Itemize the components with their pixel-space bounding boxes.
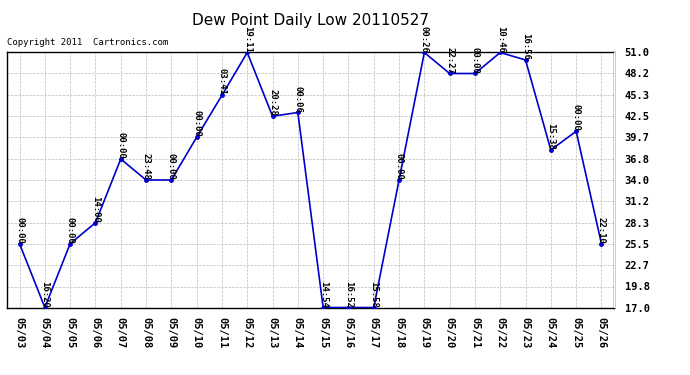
Text: 00:00: 00:00	[116, 132, 126, 159]
Text: 14:00: 14:00	[91, 196, 100, 223]
Text: 10:46: 10:46	[495, 26, 505, 53]
Text: 00:00: 00:00	[167, 153, 176, 180]
Text: 20:28: 20:28	[268, 89, 277, 116]
Text: 00:00: 00:00	[395, 153, 404, 180]
Text: 16:56: 16:56	[521, 33, 530, 60]
Text: 22:10: 22:10	[597, 217, 606, 244]
Text: Copyright 2011  Cartronics.com: Copyright 2011 Cartronics.com	[7, 38, 168, 47]
Text: 15:38: 15:38	[546, 123, 555, 150]
Text: 15:58: 15:58	[369, 280, 378, 308]
Text: 00:00: 00:00	[571, 104, 581, 131]
Text: 03:41: 03:41	[217, 68, 226, 95]
Text: 00:00: 00:00	[66, 217, 75, 244]
Text: 23:48: 23:48	[141, 153, 150, 180]
Text: Dew Point Daily Low 20110527: Dew Point Daily Low 20110527	[192, 13, 429, 28]
Text: 00:00: 00:00	[192, 110, 201, 137]
Text: 22:27: 22:27	[445, 46, 454, 74]
Text: 16:20: 16:20	[40, 280, 50, 308]
Text: 14:54: 14:54	[319, 280, 328, 308]
Text: 16:52: 16:52	[344, 280, 353, 308]
Text: 00:06: 00:06	[293, 86, 302, 112]
Text: 00:00: 00:00	[471, 46, 480, 74]
Text: 19:11: 19:11	[243, 26, 252, 53]
Text: 00:00: 00:00	[15, 217, 24, 244]
Text: 00:26: 00:26	[420, 26, 429, 53]
